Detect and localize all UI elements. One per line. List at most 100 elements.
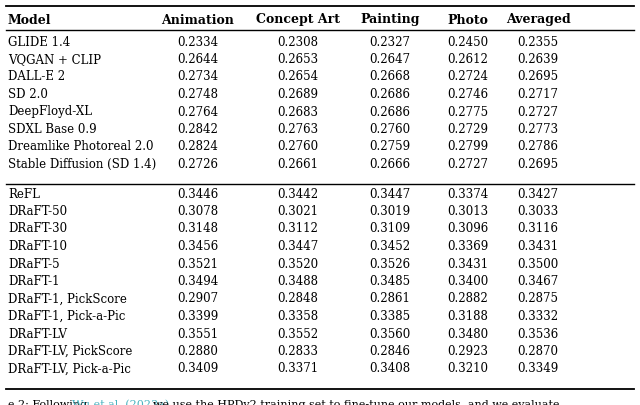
Text: 0.2450: 0.2450 [447,36,488,49]
Text: 0.2775: 0.2775 [447,105,488,119]
Text: 0.2695: 0.2695 [517,158,559,171]
Text: e 2: Following: e 2: Following [8,399,91,405]
Text: 0.3021: 0.3021 [278,205,319,218]
Text: 0.3349: 0.3349 [517,362,559,375]
Text: 0.2727: 0.2727 [447,158,488,171]
Text: DRaFT-LV, PickScore: DRaFT-LV, PickScore [8,345,132,358]
Text: 0.3456: 0.3456 [177,240,219,253]
Text: 0.2327: 0.2327 [369,36,410,49]
Text: 0.3427: 0.3427 [517,188,559,200]
Text: 0.3536: 0.3536 [517,328,559,341]
Text: Concept Art: Concept Art [256,13,340,26]
Text: 0.2842: 0.2842 [177,123,218,136]
Text: 0.3446: 0.3446 [177,188,219,200]
Text: 0.3526: 0.3526 [369,258,411,271]
Text: 0.2612: 0.2612 [447,53,488,66]
Text: Averaged: Averaged [506,13,570,26]
Text: 0.2668: 0.2668 [369,70,410,83]
Text: 0.3109: 0.3109 [369,222,411,235]
Text: 0.3409: 0.3409 [177,362,219,375]
Text: 0.2647: 0.2647 [369,53,411,66]
Text: 0.3374: 0.3374 [447,188,488,200]
Text: 0.3332: 0.3332 [517,310,559,323]
Text: 0.2773: 0.2773 [517,123,559,136]
Text: 0.2334: 0.2334 [177,36,219,49]
Text: 0.3447: 0.3447 [369,188,411,200]
Text: 0.2689: 0.2689 [278,88,319,101]
Text: 0.2763: 0.2763 [277,123,319,136]
Text: 0.2727: 0.2727 [518,105,559,119]
Text: SDXL Base 0.9: SDXL Base 0.9 [8,123,97,136]
Text: 0.3013: 0.3013 [447,205,488,218]
Text: 0.3467: 0.3467 [517,275,559,288]
Text: Photo: Photo [447,13,488,26]
Text: 0.2799: 0.2799 [447,141,488,153]
Text: 0.2760: 0.2760 [277,141,319,153]
Text: 0.3096: 0.3096 [447,222,488,235]
Text: 0.3358: 0.3358 [277,310,319,323]
Text: 0.2848: 0.2848 [278,292,319,305]
Text: 0.2644: 0.2644 [177,53,219,66]
Text: 0.2870: 0.2870 [518,345,559,358]
Text: DRaFT-30: DRaFT-30 [8,222,67,235]
Text: 0.2686: 0.2686 [369,88,410,101]
Text: 0.2653: 0.2653 [277,53,319,66]
Text: 0.2759: 0.2759 [369,141,411,153]
Text: 0.2846: 0.2846 [369,345,410,358]
Text: 0.3210: 0.3210 [447,362,488,375]
Text: Stable Diffusion (SD 1.4): Stable Diffusion (SD 1.4) [8,158,156,171]
Text: DALL-E 2: DALL-E 2 [8,70,65,83]
Text: DRaFT-1, Pick-a-Pic: DRaFT-1, Pick-a-Pic [8,310,125,323]
Text: 0.2760: 0.2760 [369,123,411,136]
Text: 0.2882: 0.2882 [447,292,488,305]
Text: 0.3500: 0.3500 [517,258,559,271]
Text: 0.2729: 0.2729 [447,123,488,136]
Text: 0.2355: 0.2355 [517,36,559,49]
Text: DRaFT-1: DRaFT-1 [8,275,60,288]
Text: DRaFT-5: DRaFT-5 [8,258,60,271]
Text: 0.3480: 0.3480 [447,328,488,341]
Text: DRaFT-LV: DRaFT-LV [8,328,67,341]
Text: 0.2786: 0.2786 [518,141,559,153]
Text: 0.2734: 0.2734 [177,70,219,83]
Text: 0.3385: 0.3385 [369,310,411,323]
Text: 0.3033: 0.3033 [517,205,559,218]
Text: 0.3116: 0.3116 [518,222,559,235]
Text: 0.2907: 0.2907 [177,292,219,305]
Text: 0.3552: 0.3552 [277,328,319,341]
Text: 0.2748: 0.2748 [177,88,218,101]
Text: 0.2683: 0.2683 [278,105,319,119]
Text: DRaFT-10: DRaFT-10 [8,240,67,253]
Text: 0.3560: 0.3560 [369,328,411,341]
Text: 0.2724: 0.2724 [447,70,488,83]
Text: 0.2833: 0.2833 [278,345,319,358]
Text: ReFL: ReFL [8,188,40,200]
Text: DRaFT-1, PickScore: DRaFT-1, PickScore [8,292,127,305]
Text: Dreamlike Photoreal 2.0: Dreamlike Photoreal 2.0 [8,141,154,153]
Text: 0.2654: 0.2654 [277,70,319,83]
Text: DRaFT-LV, Pick-a-Pic: DRaFT-LV, Pick-a-Pic [8,362,131,375]
Text: 0.3521: 0.3521 [177,258,218,271]
Text: 0.2764: 0.2764 [177,105,219,119]
Text: 0.2639: 0.2639 [517,53,559,66]
Text: 0.2726: 0.2726 [177,158,218,171]
Text: 0.3447: 0.3447 [277,240,319,253]
Text: GLIDE 1.4: GLIDE 1.4 [8,36,70,49]
Text: , we use the HPDv2 training set to fine-tune our models, and we evaluate: , we use the HPDv2 training set to fine-… [146,399,559,405]
Text: 0.3485: 0.3485 [369,275,411,288]
Text: 0.3431: 0.3431 [517,240,559,253]
Text: 0.2308: 0.2308 [278,36,319,49]
Text: DeepFloyd-XL: DeepFloyd-XL [8,105,92,119]
Text: 0.2695: 0.2695 [517,70,559,83]
Text: 0.3078: 0.3078 [177,205,219,218]
Text: Wu et al. (2023a): Wu et al. (2023a) [72,399,170,405]
Text: 0.3494: 0.3494 [177,275,219,288]
Text: DRaFT-50: DRaFT-50 [8,205,67,218]
Text: 0.3148: 0.3148 [177,222,218,235]
Text: 0.3520: 0.3520 [277,258,319,271]
Text: 0.2746: 0.2746 [447,88,488,101]
Text: 0.3400: 0.3400 [447,275,488,288]
Text: 0.3408: 0.3408 [369,362,411,375]
Text: 0.2666: 0.2666 [369,158,411,171]
Text: 0.3452: 0.3452 [369,240,411,253]
